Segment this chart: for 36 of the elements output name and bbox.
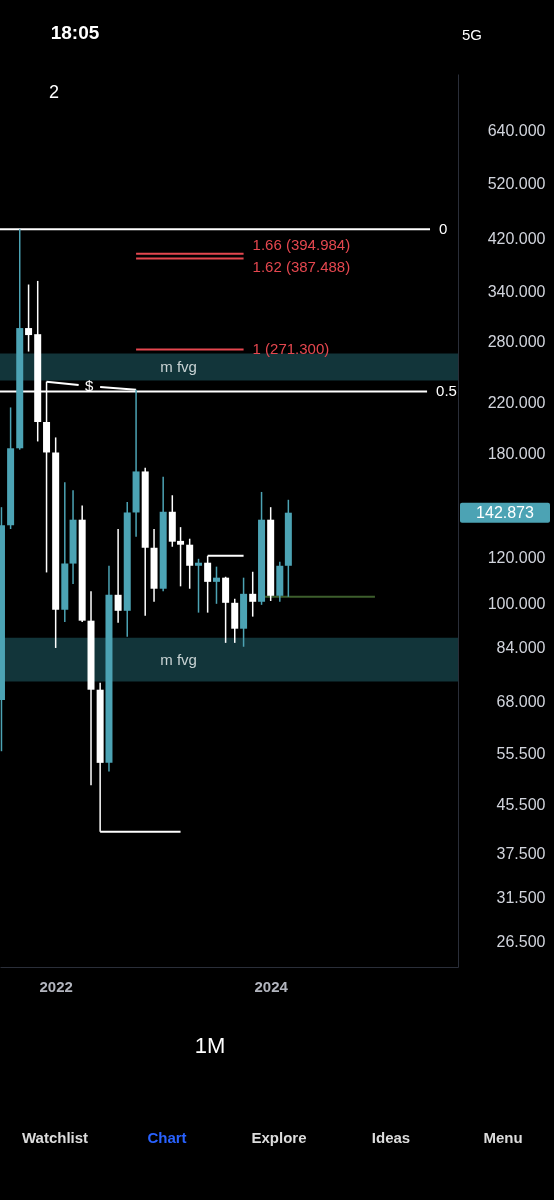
band-label: m fvg	[160, 358, 197, 376]
series-label: 0	[439, 220, 448, 238]
series-label: 0.5	[436, 382, 457, 400]
text: 1M	[194, 1033, 226, 1058]
y-tick-label: 280.000	[487, 332, 546, 350]
y-tick-label: 120.000	[487, 548, 546, 566]
series-label: 1.66 (394.984)	[252, 235, 351, 253]
y-tick-label: 220.000	[487, 394, 546, 412]
text: 142.873	[476, 503, 535, 521]
y-tick-label: 180.000	[487, 445, 546, 463]
text: Explore	[251, 1129, 307, 1146]
y-tick-label: 55.500	[496, 745, 546, 763]
text: Chart	[147, 1129, 187, 1146]
y-tick-label: 84.000	[496, 639, 546, 657]
x-tick-label: 2024	[254, 977, 289, 995]
band-label: m fvg	[160, 650, 197, 668]
y-tick-label: 340.000	[487, 283, 546, 301]
series-label: 1.62 (387.488)	[252, 257, 351, 275]
annotation: $	[85, 376, 95, 394]
text: Watchlist	[21, 1129, 89, 1146]
y-tick-label: 100.000	[487, 595, 546, 613]
x-tick-label: 2022	[39, 977, 73, 995]
y-tick-label: 26.500	[496, 933, 546, 951]
text: Ideas	[371, 1129, 411, 1146]
y-tick-label: 520.000	[487, 175, 546, 193]
y-tick-label: 640.000	[487, 122, 546, 140]
text: 18:05	[50, 22, 100, 43]
text: Menu	[483, 1129, 523, 1146]
annotation: 2	[48, 82, 60, 102]
y-tick-label: 37.500	[496, 844, 546, 862]
y-tick-label: 68.000	[496, 693, 546, 711]
text: 5G	[461, 26, 483, 43]
y-tick-label: 45.500	[496, 795, 546, 813]
y-tick-label: 420.000	[487, 229, 546, 247]
series-label: 1 (271.300)	[252, 340, 330, 358]
y-tick-label: 31.500	[496, 889, 546, 907]
